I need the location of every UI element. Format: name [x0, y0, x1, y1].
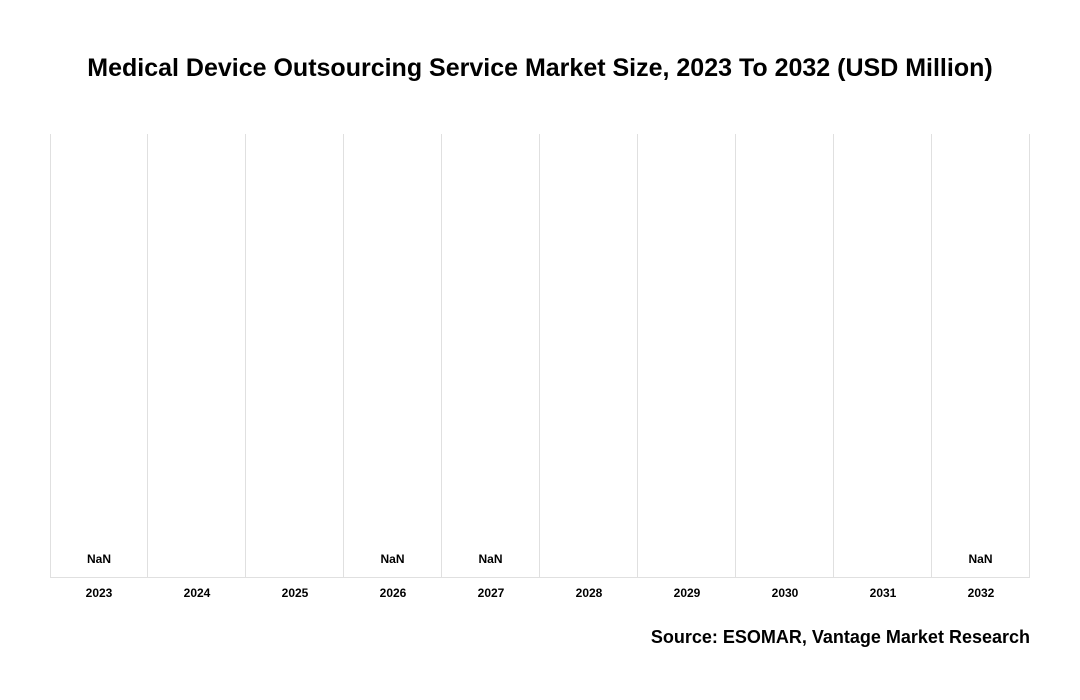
- x-axis-tick-label: 2026: [344, 586, 442, 600]
- x-axis-tick-label: 2025: [246, 586, 344, 600]
- bar-value-label: NaN: [344, 552, 441, 566]
- chart-title: Medical Device Outsourcing Service Marke…: [50, 54, 1030, 83]
- x-axis-tick-label: 2032: [932, 586, 1030, 600]
- chart-column: [834, 134, 932, 578]
- chart-column: NaN: [932, 134, 1030, 578]
- x-axis-labels: 2023202420252026202720282029203020312032: [50, 586, 1030, 606]
- chart-column: [638, 134, 736, 578]
- source-attribution: Source: ESOMAR, Vantage Market Research: [50, 627, 1030, 648]
- x-axis-tick-label: 2027: [442, 586, 540, 600]
- x-axis-tick-label: 2029: [638, 586, 736, 600]
- x-axis-tick-label: 2031: [834, 586, 932, 600]
- chart-column: [246, 134, 344, 578]
- x-axis-tick-label: 2024: [148, 586, 246, 600]
- x-axis-tick-label: 2030: [736, 586, 834, 600]
- chart-column: [540, 134, 638, 578]
- x-axis-tick-label: 2023: [50, 586, 148, 600]
- bar-value-label: NaN: [932, 552, 1029, 566]
- bar-value-label: NaN: [51, 552, 147, 566]
- chart-column: NaN: [50, 134, 148, 578]
- chart-column: [148, 134, 246, 578]
- chart-column: NaN: [344, 134, 442, 578]
- bar-value-label: NaN: [442, 552, 539, 566]
- chart-column: NaN: [442, 134, 540, 578]
- chart-plot-area: NaNNaNNaNNaN: [50, 134, 1030, 578]
- chart-column: [736, 134, 834, 578]
- x-axis-tick-label: 2028: [540, 586, 638, 600]
